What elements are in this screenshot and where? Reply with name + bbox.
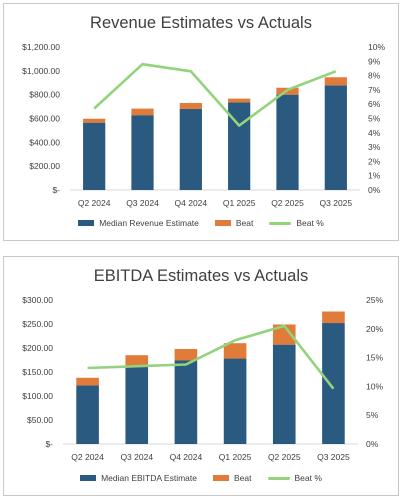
bar-beat [76,377,99,386]
y2-tick-label: 15% [366,353,383,363]
y2-tick-label: 0% [368,185,381,195]
legend-item-beat-pct: Beat % [267,473,322,483]
y2-tick-label: 10% [368,42,385,52]
legend-label: Median Revenue Estimate [99,218,199,228]
revenue-chart-panel: Revenue Estimates vs Actuals $- $200.00 $4… [3,3,399,241]
x-tick-label: Q3 2024 [126,198,159,208]
y2-tick-label: 25% [366,295,383,305]
legend-swatch-beat-pct [267,476,290,480]
y-tick-label: $800.00 [29,90,60,100]
y2-tick-label: 5% [368,114,381,124]
legend-item-median: Median EBITDA Estimate [80,473,197,483]
bar-median-estimate [324,85,347,190]
bar-median-estimate [272,344,296,444]
legend-label: Beat % [296,218,324,228]
y-tick-label: $600.00 [29,114,60,124]
x-tick-label: Q3 2025 [317,452,350,462]
chart-title: Revenue Estimates vs Actuals [90,14,312,32]
x-tick-label: Q2 2025 [268,452,301,462]
legend-item-median: Median Revenue Estimate [78,218,199,228]
bar-median-estimate [125,365,149,444]
bar-median-estimate [179,108,202,190]
y-tick-label: $50.00 [27,415,53,425]
ebitda-chart-svg: $- $50.00 $100.00 $150.00 $200.00 $250.00 $300… [22,295,383,462]
legend-swatch-beat-pct [269,221,292,225]
y2-tick-label: 5% [366,410,379,420]
bar-beat [131,108,154,116]
y2-tick-label: 9% [368,56,381,66]
bar-beat [324,77,347,86]
beat-pct-line [87,324,335,390]
y2-tick-label: 6% [368,99,381,109]
bar-beat [223,343,247,359]
legend-item-beat: Beat [213,473,252,483]
y2-tick-label: 8% [368,71,381,81]
x-tick-label: Q2 2024 [78,198,111,208]
legend-swatch-median [80,475,97,481]
bar-beat [179,103,202,109]
bar-median-estimate [276,94,299,190]
y-tick-label: $400.00 [29,137,60,147]
bar-beat [322,311,345,324]
bar-beat [174,348,198,361]
bar-median-estimate [223,358,247,444]
revenue-chart-svg: $- $200.00 $400.00 $600.00 $800.00 $1,000.00 $… [22,42,385,208]
bar-beat [125,355,149,366]
legend-swatch-beat [214,220,231,226]
bar-median-estimate [228,102,251,190]
chart-title: EBITDA Estimates vs Actuals [93,267,309,285]
y2-tick-label: 3% [368,142,381,152]
y-tick-label: $1,000.00 [22,66,60,76]
legend-label: Median EBITDA Estimate [101,473,197,483]
bar-median-estimate [76,385,99,444]
beat-pct-line [93,62,337,127]
x-tick-label: Q2 2024 [71,452,104,462]
y-tick-label: $100.00 [22,391,53,401]
legend-label: Beat [235,218,254,228]
y2-tick-label: 2% [368,156,381,166]
y-tick-label: $- [52,185,60,195]
legend-label: Beat % [294,473,322,483]
legend-label: Beat [234,473,252,483]
x-tick-label: Q4 2024 [170,452,203,462]
legend-swatch-median [78,220,95,226]
y-tick-label: $1,200.00 [22,42,60,52]
y-tick-label: $200.00 [22,343,53,353]
chart-legend: Median EBITDA Estimate Beat Beat % [4,473,398,483]
legend-swatch-beat [213,475,229,481]
y-tick-label: $300.00 [22,295,53,305]
y2-tick-label: 7% [368,85,381,95]
x-tick-label: Q2 2025 [271,198,304,208]
legend-item-beat-pct: Beat % [269,218,324,228]
x-tick-label: Q3 2025 [320,198,353,208]
bar-median-estimate [322,323,345,444]
legend-item-beat: Beat [214,218,254,228]
y2-tick-label: 1% [368,171,381,181]
y2-tick-label: 10% [366,381,383,391]
y-tick-label: $200.00 [29,161,60,171]
x-tick-label: Q1 2025 [219,452,252,462]
y2-tick-label: 20% [366,324,383,334]
chart-legend: Median Revenue Estimate Beat Beat % [4,218,398,228]
y2-tick-label: 4% [368,128,381,138]
bar-median-estimate [131,115,154,190]
y-tick-label: $- [45,439,53,449]
y-tick-label: $250.00 [22,319,53,329]
bar-median-estimate [83,122,106,190]
bar-beat [228,98,251,103]
ebitda-chart-panel: EBITDA Estimates vs Actuals $- $50.00 $100… [3,256,399,496]
x-tick-label: Q3 2024 [120,452,153,462]
y-tick-label: $150.00 [22,367,53,377]
x-tick-label: Q4 2024 [175,198,208,208]
bar-beat [272,324,296,345]
x-tick-label: Q1 2025 [223,198,256,208]
bar-beat [83,118,106,123]
y2-tick-label: 0% [366,439,379,449]
bar-median-estimate [174,360,198,444]
